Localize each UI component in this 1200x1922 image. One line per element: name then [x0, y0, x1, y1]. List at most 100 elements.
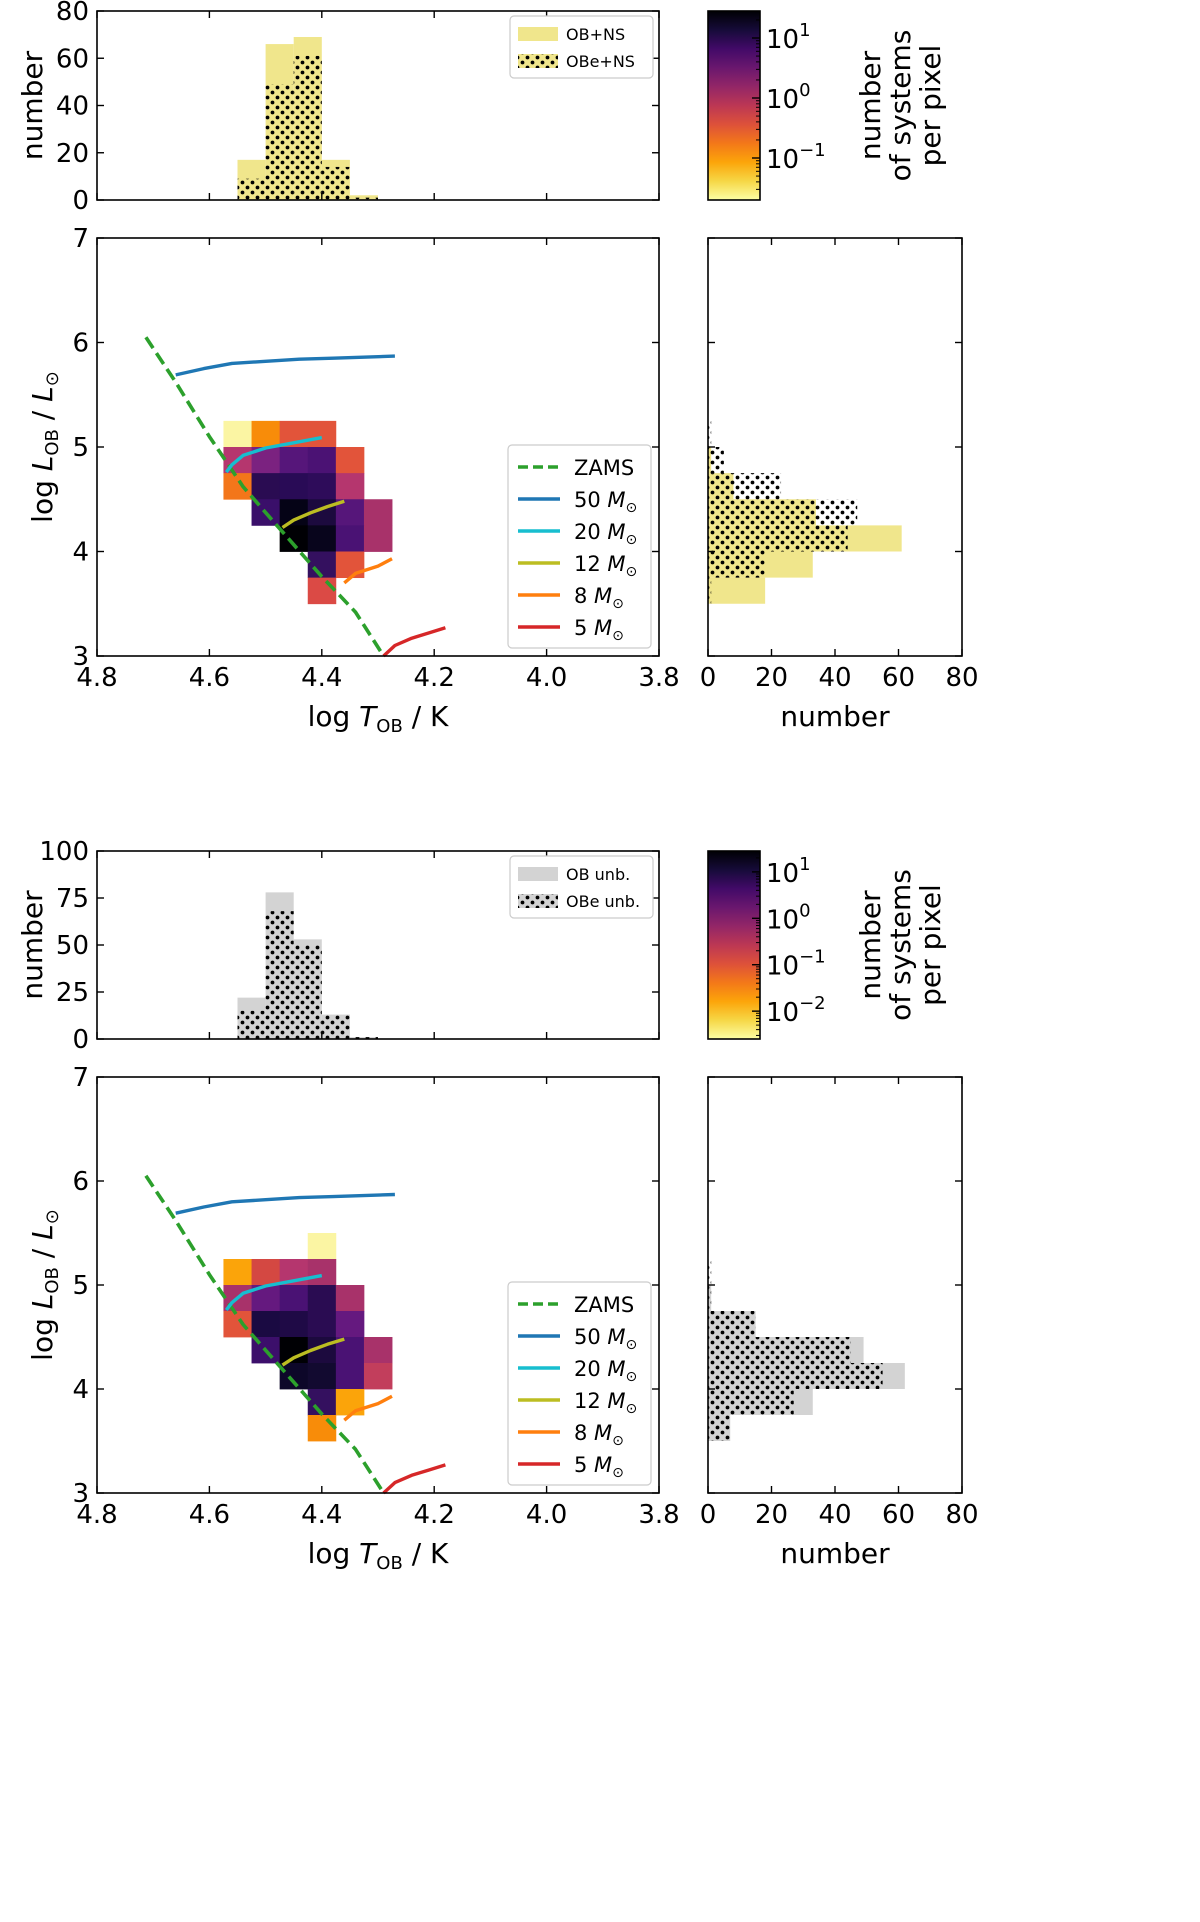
heatmap-cell: [335, 1389, 365, 1416]
legend-box: [507, 444, 652, 649]
lum-hist-bar-e: [708, 1285, 712, 1311]
colorbar-label-line3: per pixel: [914, 884, 947, 1006]
lum-hist-bar-e: [708, 1415, 731, 1441]
lum-hist-bar-e: [708, 499, 858, 526]
heatmap-cell: [307, 577, 337, 605]
colorbar-tick-label: 10−1: [766, 947, 826, 982]
heatmap-cell: [307, 1363, 337, 1390]
heatmap-cell: [363, 1337, 393, 1364]
legend-label-12-msun: 12 M⊙: [574, 552, 637, 580]
hr-ytick-label: 6: [72, 329, 89, 359]
legend-swatch-e: [518, 54, 558, 68]
track-50-msun: [175, 1192, 395, 1215]
lum-hist-bar-e: [708, 1337, 851, 1363]
lum-hist-xtick-label: 80: [945, 1500, 978, 1530]
temp-hist-ytick-label: 0: [72, 186, 89, 216]
heatmap-cell: [363, 525, 393, 552]
heatmap-cell: [363, 499, 393, 526]
heatmap-cell: [307, 1285, 337, 1312]
lum-hist-xtick-label: 40: [818, 1500, 851, 1530]
lum-hist-bar-e: [708, 1311, 756, 1337]
colorbar-tick-label: 100: [766, 80, 811, 115]
heatmap-cell: [223, 420, 252, 448]
temp-hist-bar-e: [349, 197, 378, 200]
heatmap-cell: [307, 1311, 337, 1338]
temperature-histogram: 0 20 40 60 80 number OB+NS OBe+NS: [16, 0, 660, 216]
colorbar-tick-label: 10−2: [766, 993, 826, 1028]
track-5-msun: [382, 1463, 446, 1495]
lum-hist-bar-e: [708, 525, 848, 552]
hr-xtick-label: 4.4: [301, 1500, 342, 1530]
temp-hist-bar-e: [293, 55, 322, 201]
track-50-msun: [175, 354, 395, 377]
heatmap-cell: [335, 525, 365, 552]
hr-xtick-label: 4.2: [414, 1500, 455, 1530]
legend-label-all: OB+NS: [566, 25, 625, 44]
heatmap-cell: [307, 447, 337, 474]
hr-ytick-label: 3: [72, 642, 89, 672]
hr-ytick-label: 7: [72, 1063, 89, 1093]
hr-xtick-label: 4.6: [189, 663, 230, 693]
lum-hist-xtick-label: 80: [945, 663, 978, 693]
colorbar-frame: [707, 10, 761, 201]
temp-hist-ytick-label: 100: [39, 837, 89, 867]
legend-swatch-all: [518, 867, 558, 881]
heatmap-cell: [251, 473, 281, 500]
hr-xtick-label: 4.8: [76, 663, 117, 693]
temp-hist-bar-e: [237, 178, 266, 200]
heatmap-cell: [307, 1233, 337, 1260]
heatmap-cell: [307, 1259, 337, 1286]
heatmap-cell: [307, 525, 337, 552]
heatmap-cell: [335, 473, 365, 500]
heatmap-cell: [279, 1311, 309, 1338]
lum-hist-xtick-label: 20: [755, 663, 788, 693]
lum-hist-xtick-label: 0: [700, 663, 717, 693]
lum-hist-bar-e: [708, 420, 712, 447]
temp-hist-bar-e: [237, 1010, 266, 1039]
hr-xtick-label: 3.8: [638, 663, 679, 693]
heatmap-cell: [307, 420, 337, 448]
hr-ytick-label: 6: [72, 1167, 89, 1197]
colorbar-label-line2: of systems: [884, 869, 917, 1021]
lum-hist-bar-e: [708, 473, 782, 500]
hr-ytick-label: 7: [72, 224, 89, 254]
lum-hist-bar-e: [708, 1389, 794, 1415]
temp-hist-ylabel: number: [16, 890, 49, 1000]
hr-xtick-label: 4.6: [189, 1500, 230, 1530]
heatmap-cell: [335, 1311, 365, 1338]
temp-hist-bar-e: [293, 945, 322, 1039]
lum-hist-bar-e: [708, 577, 712, 604]
hr-xtick-label: 4.0: [526, 1500, 567, 1530]
track-20-msun: [224, 1273, 323, 1312]
temp-hist-bar-e: [349, 1037, 378, 1039]
legend-swatch-e: [518, 894, 558, 908]
temp-hist-ytick-label: 0: [72, 1025, 89, 1055]
temp-hist-bar-e: [265, 911, 294, 1039]
lum-hist-xtick-label: 60: [882, 663, 915, 693]
heatmap-cell: [335, 447, 365, 474]
temp-hist-bar-e: [321, 166, 350, 200]
temp-hist-ytick-label: 20: [56, 139, 89, 169]
lum-hist-xtick-label: 0: [700, 1500, 717, 1530]
heatmap-cell: [223, 1259, 252, 1286]
luminosity-histogram: 0 20 40 60 80 number: [700, 237, 979, 733]
colorbar-frame: [707, 850, 761, 1040]
hr-ytick-label: 4: [72, 538, 89, 568]
legend-label-e: OBe+NS: [566, 52, 635, 71]
track-ZAMS: [144, 1174, 386, 1494]
hr-xtick-label: 4.0: [526, 663, 567, 693]
temp-hist-bar-e: [321, 1014, 350, 1039]
heatmap-cell: [279, 525, 309, 552]
legend-box: [507, 1281, 652, 1486]
legend-label-ZAMS: ZAMS: [574, 456, 634, 480]
heatmap-cell: [307, 551, 337, 579]
lum-hist-bar-e: [708, 447, 724, 474]
heatmap-cell: [335, 551, 365, 579]
track-12-msun: [281, 1337, 345, 1367]
track-5-msun: [382, 626, 446, 658]
